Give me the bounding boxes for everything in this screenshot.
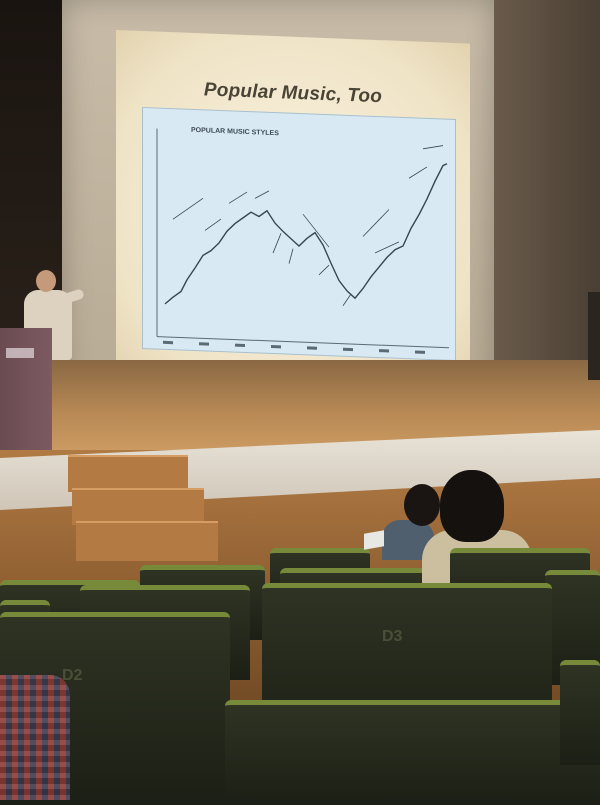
seat-label-d2: D2 bbox=[62, 667, 83, 684]
seat-label-d3: D3 bbox=[382, 628, 403, 645]
speaker-head bbox=[36, 270, 56, 292]
person-at-right-edge bbox=[588, 292, 600, 380]
chart-line bbox=[164, 163, 448, 305]
chart-x-axis bbox=[157, 336, 449, 349]
step-middle bbox=[72, 488, 204, 525]
foreground-person-plaid-shirt bbox=[0, 675, 70, 800]
chart-x-ticks bbox=[163, 340, 425, 354]
chart-graphic: POPULAR MUSIC STYLES bbox=[156, 127, 449, 354]
chart-heading: POPULAR MUSIC STYLES bbox=[191, 127, 279, 137]
step-top bbox=[68, 455, 188, 492]
step-bottom bbox=[76, 521, 218, 561]
seat-back-right bbox=[560, 660, 600, 765]
slide-chart: POPULAR MUSIC STYLES bbox=[142, 106, 456, 362]
stage-steps bbox=[68, 455, 218, 561]
audience-member-back-head bbox=[404, 484, 440, 526]
chart-annotations bbox=[172, 145, 444, 306]
slide-title: Popular Music, Too bbox=[203, 79, 383, 108]
podium bbox=[0, 328, 52, 450]
right-wall bbox=[490, 0, 600, 380]
presentation-slide: Popular Music, Too POPULAR MUSIC STYLES bbox=[116, 30, 470, 396]
audience-member-front-head bbox=[440, 470, 504, 542]
seat-back-foreground bbox=[225, 700, 600, 805]
podium-logo bbox=[6, 348, 34, 358]
